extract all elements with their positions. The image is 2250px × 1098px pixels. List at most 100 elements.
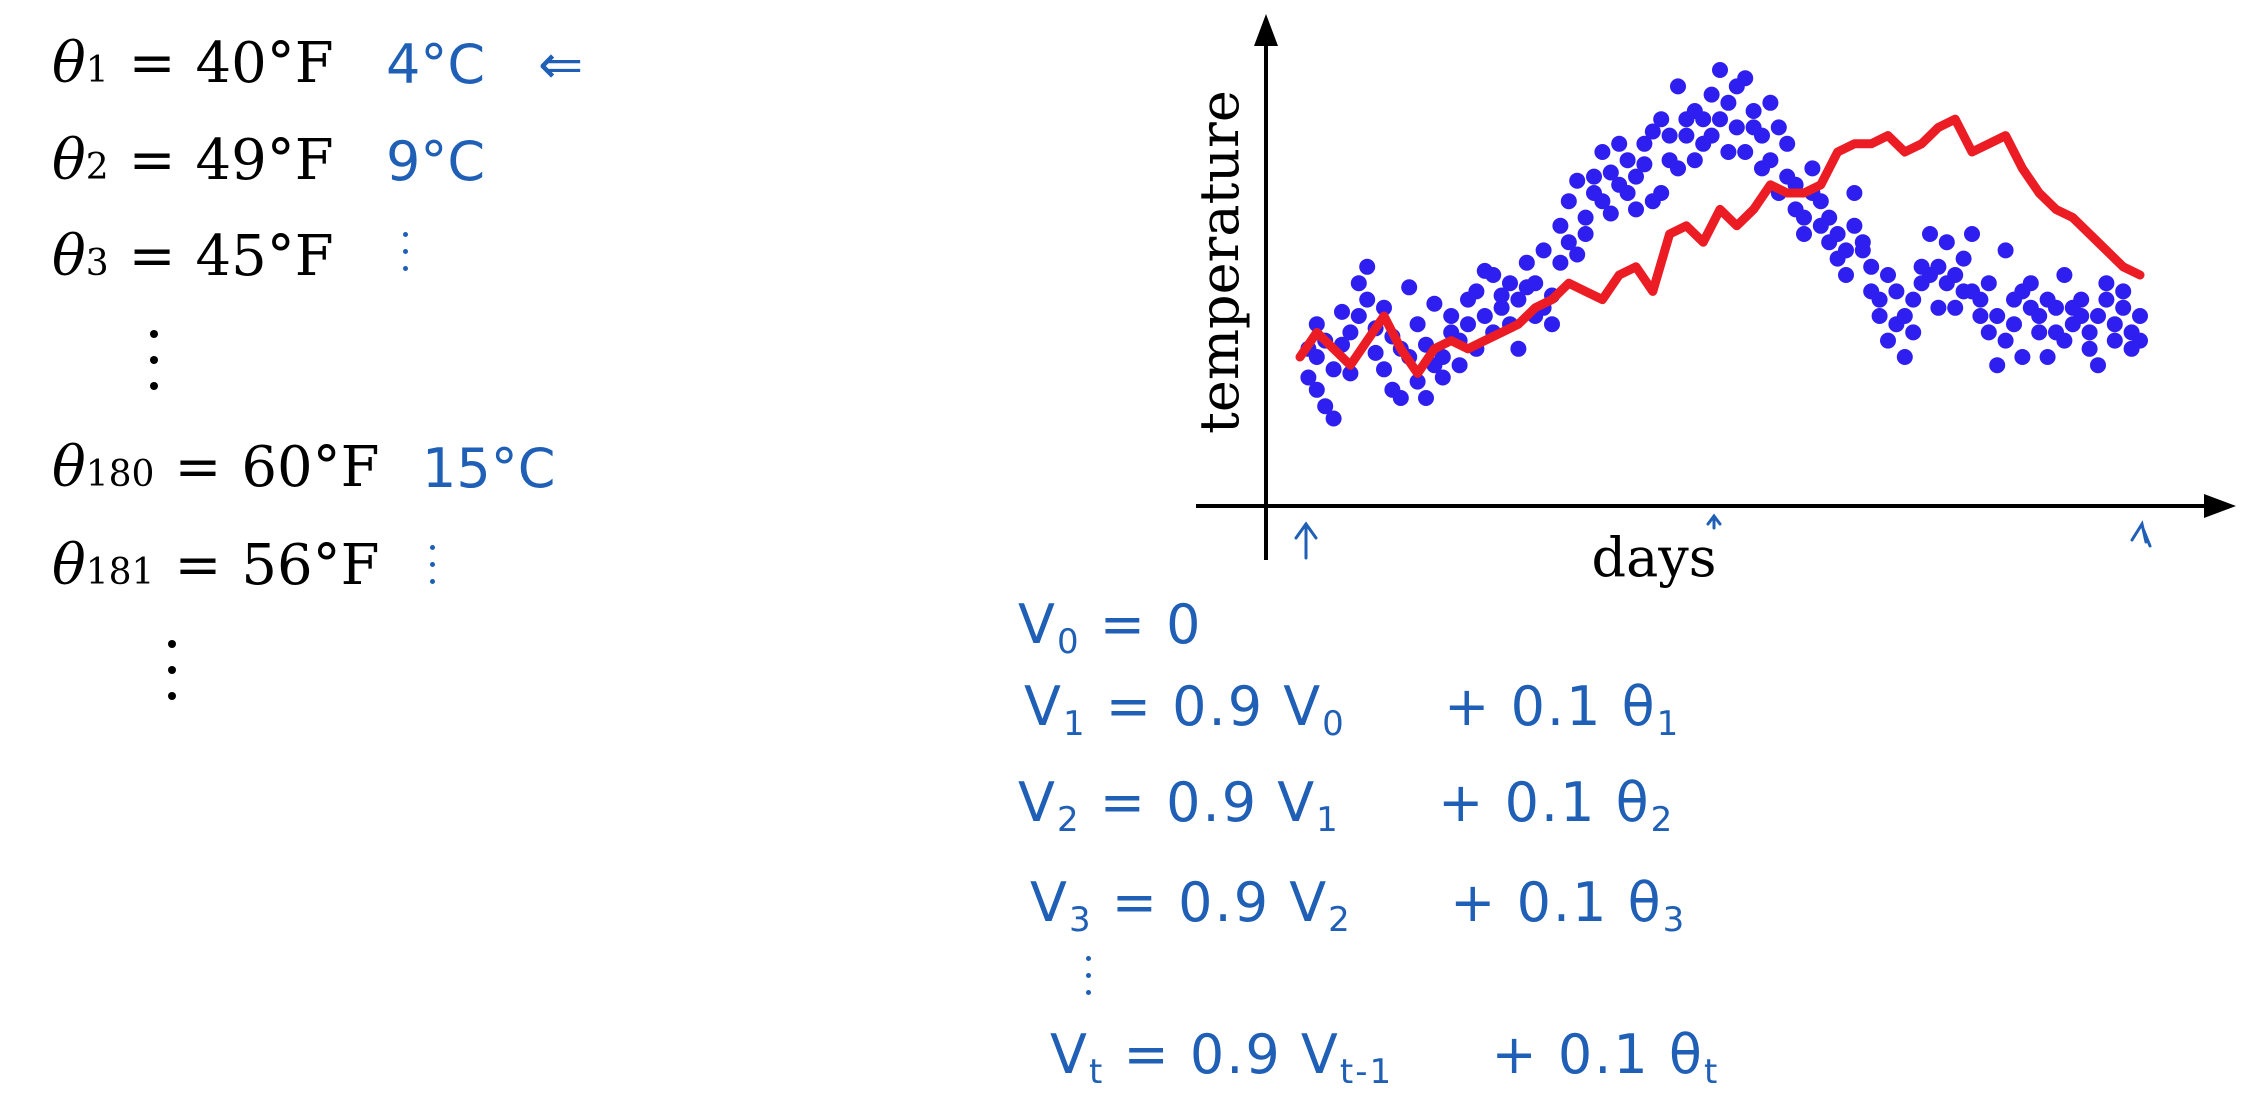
data-point	[1720, 94, 1737, 111]
data-point	[2014, 349, 2031, 365]
data-point	[1325, 410, 1342, 427]
data-point	[1569, 246, 1586, 263]
data-point	[1930, 258, 1947, 275]
data-point	[1838, 242, 1854, 259]
data-point	[1619, 185, 1636, 201]
recurrence-lhs-subscript: 3	[1068, 900, 1093, 940]
theta-value: 49°F	[195, 128, 334, 193]
data-point	[1670, 78, 1686, 95]
data-point	[1821, 209, 1838, 226]
theta-181-equation: θ 181 = 56°F	[52, 533, 380, 598]
data-point	[1325, 361, 1342, 378]
x-axis-label: days	[1592, 526, 1717, 589]
data-point	[2056, 332, 2073, 349]
data-point	[1880, 332, 1896, 349]
data-point	[1443, 308, 1460, 324]
chart-axes	[1196, 14, 2236, 560]
data-point	[1367, 344, 1384, 361]
data-point	[1686, 152, 1703, 169]
data-point	[1896, 349, 1913, 365]
data-point	[1989, 308, 2006, 324]
data-point	[1863, 258, 1880, 275]
recurrence-theta-subscript: 2	[1650, 800, 1675, 840]
handwritten-arrow-markers	[1294, 513, 2152, 560]
data-point	[1871, 291, 1888, 308]
data-point	[1754, 127, 1770, 144]
handwritten-vdots	[430, 545, 440, 596]
data-point	[1745, 103, 1762, 119]
data-point	[1493, 287, 1510, 304]
theta-2-celsius-note: 9°C	[386, 130, 486, 193]
data-point	[1661, 127, 1678, 144]
data-point	[1880, 267, 1896, 283]
data-point	[1350, 275, 1367, 292]
handwritten-vdots	[1086, 956, 1096, 1007]
recurrence-theta-term: + 0.1 θ	[1438, 771, 1651, 834]
data-point	[1451, 357, 1468, 374]
day-start-arrow-icon	[1294, 521, 1318, 560]
recurrence-lhs: V	[1018, 771, 1057, 834]
theta-value: 56°F	[241, 533, 380, 598]
equals-sign: =	[128, 31, 176, 96]
data-point	[1812, 193, 1829, 210]
data-point	[1502, 275, 1518, 292]
data-point	[1947, 299, 1964, 316]
theta-1-arrow-icon: ⇐	[538, 33, 584, 96]
data-point	[1308, 316, 1325, 333]
recurrence-rhs: = 0.9 V	[1111, 871, 1329, 934]
data-point	[1703, 127, 1720, 144]
recurrence-theta-term: + 0.1 θ	[1491, 1023, 1704, 1086]
data-point	[1392, 390, 1409, 406]
data-point	[2081, 324, 2098, 341]
recurrence-rhs-subscript: 1	[1316, 800, 1340, 840]
recurrence-theta-subscript: t	[1703, 1052, 1720, 1092]
data-point	[1670, 160, 1686, 177]
recurrence-rhs: = 0.9 V	[1123, 1023, 1340, 1086]
data-point	[1972, 308, 1989, 324]
data-point	[1989, 357, 2006, 374]
recurrence-lhs-subscript: 1	[1062, 704, 1087, 744]
data-point	[2048, 299, 2064, 316]
theta-symbol: θ	[52, 224, 86, 289]
recurrence-rhs-subscript: 0	[1322, 704, 1346, 744]
data-point	[1594, 144, 1611, 160]
data-point	[1644, 123, 1661, 140]
theta-180-celsius-note: 15°C	[422, 437, 556, 500]
data-point	[2081, 340, 2098, 357]
data-point	[1350, 308, 1367, 324]
data-point	[1695, 111, 1712, 128]
data-point	[1972, 291, 1989, 308]
data-point	[1728, 119, 1745, 136]
theta-value: 45°F	[195, 224, 334, 289]
recurrence-rhs: = 0.9 V	[1105, 675, 1323, 738]
data-point	[1636, 135, 1653, 152]
data-point	[1535, 242, 1552, 259]
data-point	[1737, 70, 1754, 87]
recurrence-line-t: Vt = 0.9 Vt-1 + 0.1 θt	[1050, 1028, 1719, 1090]
data-point	[1938, 234, 1955, 251]
data-point	[1401, 279, 1418, 296]
data-point	[1300, 369, 1317, 386]
recurrence-rhs-subscript: 2	[1328, 900, 1352, 940]
data-point	[1653, 111, 1670, 128]
data-point	[1426, 295, 1443, 312]
data-point	[1770, 119, 1787, 136]
data-point	[2090, 357, 2106, 374]
data-point	[1334, 303, 1350, 320]
data-point	[1460, 316, 1476, 333]
recurrence-rhs: = 0	[1099, 593, 1203, 656]
data-point	[2056, 267, 2073, 283]
equals-sign: =	[128, 224, 176, 289]
data-point	[1636, 156, 1653, 173]
data-point	[1317, 398, 1334, 415]
data-point	[1434, 369, 1451, 386]
data-point	[1737, 144, 1754, 160]
data-point	[1997, 242, 2014, 259]
data-point	[1518, 254, 1535, 271]
data-point	[1955, 250, 1972, 267]
data-point	[1796, 209, 1812, 226]
recurrence-lhs-subscript: t	[1088, 1052, 1105, 1092]
